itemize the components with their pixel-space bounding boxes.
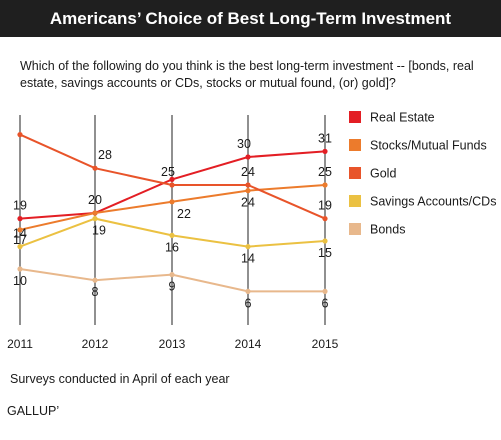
legend-label: Bonds	[370, 223, 405, 237]
chart-lines	[17, 132, 328, 294]
data-label: 25	[161, 165, 175, 179]
chart-legend: Real Estate Stocks/Mutual Funds Gold Saving…	[349, 111, 496, 237]
data-label: 14	[241, 252, 255, 266]
data-label: 17	[13, 233, 27, 247]
data-label: 15	[318, 246, 332, 260]
data-label: 30	[237, 137, 251, 151]
footnote: Surveys conducted in April of each year	[10, 372, 230, 386]
data-point	[17, 244, 23, 250]
data-point	[17, 216, 23, 222]
data-label: 28	[98, 148, 112, 162]
legend-swatch	[349, 139, 361, 151]
data-label: 19	[13, 199, 27, 213]
data-point	[245, 288, 251, 294]
data-label: 6	[322, 296, 329, 310]
data-label: 24	[241, 165, 255, 179]
data-label: 10	[13, 274, 27, 288]
gallup-logo: GALLUP’	[7, 404, 60, 418]
data-point	[92, 210, 98, 216]
data-point	[92, 277, 98, 283]
data-point	[322, 182, 328, 188]
data-label: 24	[241, 196, 255, 210]
data-point	[169, 232, 175, 238]
x-tick-label: 2012	[82, 337, 109, 351]
data-point	[169, 199, 175, 205]
data-point	[17, 227, 23, 233]
survey-question: Which of the following do you think is t…	[20, 59, 474, 90]
data-label: 22	[177, 207, 191, 221]
x-tick-label: 2015	[312, 337, 339, 351]
x-tick-label: 2013	[159, 337, 186, 351]
data-label: 19	[318, 199, 332, 213]
data-point	[322, 148, 328, 154]
x-tick-label: 2011	[7, 337, 33, 351]
data-point	[169, 182, 175, 188]
legend-swatch	[349, 223, 361, 235]
data-label: 25	[318, 165, 332, 179]
data-label: 9	[169, 280, 176, 294]
legend-swatch	[349, 195, 361, 207]
data-point	[245, 182, 251, 188]
data-label: 19	[92, 224, 106, 238]
legend-swatch	[349, 167, 361, 179]
legend-label: Stocks/Mutual Funds	[370, 139, 487, 153]
chart-title: Americans’ Choice of Best Long-Term Inve…	[0, 0, 501, 37]
legend-label: Gold	[370, 167, 396, 181]
data-label: 14	[13, 227, 27, 241]
chart-data-labels: 19 20 30 31 17 22 24 25 28 25 24 19 14 19 16 14 15 10 8 9 6 6	[13, 131, 332, 310]
data-point	[245, 244, 251, 250]
data-point	[322, 288, 328, 294]
data-point	[17, 132, 23, 138]
x-axis: 2011 2012 2013 2014 2015	[7, 337, 339, 351]
data-label: 16	[165, 240, 179, 254]
data-point	[169, 176, 175, 182]
x-tick-label: 2014	[235, 337, 262, 351]
data-label: 6	[245, 296, 252, 310]
data-point	[322, 216, 328, 222]
data-point	[245, 188, 251, 194]
data-point	[17, 266, 23, 272]
data-point	[322, 238, 328, 244]
data-label: 31	[318, 131, 332, 145]
data-point	[245, 154, 251, 160]
data-label: 20	[88, 193, 102, 207]
legend-label: Real Estate	[370, 111, 435, 125]
legend-label: Savings Accounts/CDs	[370, 195, 496, 209]
data-label: 8	[92, 285, 99, 299]
data-point	[169, 272, 175, 278]
data-point	[92, 216, 98, 222]
data-point	[92, 165, 98, 171]
legend-swatch	[349, 111, 361, 123]
